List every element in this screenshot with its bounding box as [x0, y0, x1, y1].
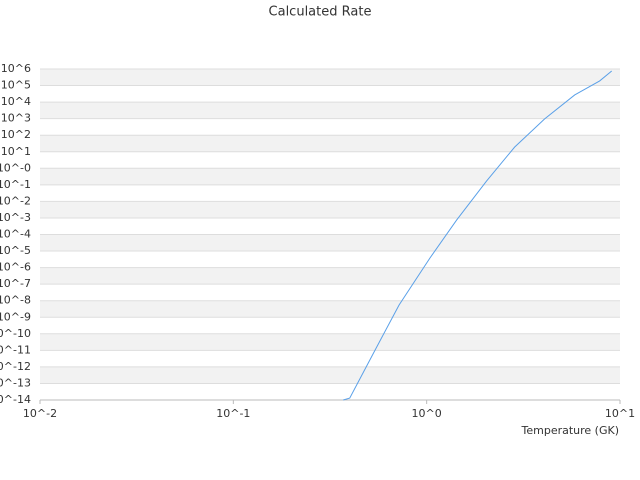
y-tick-label: 10^-8	[0, 294, 31, 307]
y-tick-label: 10^1	[1, 145, 31, 158]
x-tick-label: 10^-2	[23, 407, 57, 420]
y-tick-label: 10^-2	[0, 194, 31, 207]
grid-band	[40, 366, 620, 384]
y-tick-label: 10^6	[1, 62, 31, 75]
y-tick-label: 10^-3	[0, 211, 31, 224]
y-tick-label: 10^5	[1, 79, 31, 92]
y-tick-label: 10^-0	[0, 161, 31, 174]
grid-band	[40, 201, 620, 218]
grid-band	[40, 102, 620, 119]
y-tick-label: 10^4	[1, 95, 31, 108]
x-tick-label: 10^1	[605, 407, 635, 420]
y-tick-label: 10^-10	[0, 327, 31, 340]
grid-band	[40, 69, 620, 86]
x-axis-label: Temperature (GK)	[521, 424, 620, 437]
grid-band	[40, 168, 620, 185]
y-tick-label: 10^-5	[0, 244, 31, 257]
y-tick-label: 10^-9	[0, 310, 31, 323]
data-line	[343, 70, 613, 401]
y-tick-label: 10^-13	[0, 376, 31, 389]
y-tick-label: 10^-14	[0, 393, 31, 406]
grid-band	[40, 300, 620, 318]
grid-band	[40, 267, 620, 285]
y-tick-label: 10^-6	[0, 261, 31, 274]
y-tick-label: 10^-4	[0, 228, 31, 241]
grid-band	[40, 333, 620, 351]
x-tick-label: 10^0	[412, 407, 442, 420]
grid-band	[40, 234, 620, 252]
y-tick-label: 10^-12	[0, 360, 31, 373]
y-tick-label: 10^-1	[0, 178, 31, 191]
y-tick-label: 10^-7	[0, 277, 31, 290]
chart-title: Calculated Rate	[269, 5, 372, 20]
x-tick-label: 10^-1	[216, 407, 250, 420]
y-tick-label: 10^3	[1, 112, 31, 125]
y-tick-label: 10^2	[1, 128, 31, 141]
y-tick-label: 10^-11	[0, 343, 31, 356]
grid-band	[40, 135, 620, 152]
